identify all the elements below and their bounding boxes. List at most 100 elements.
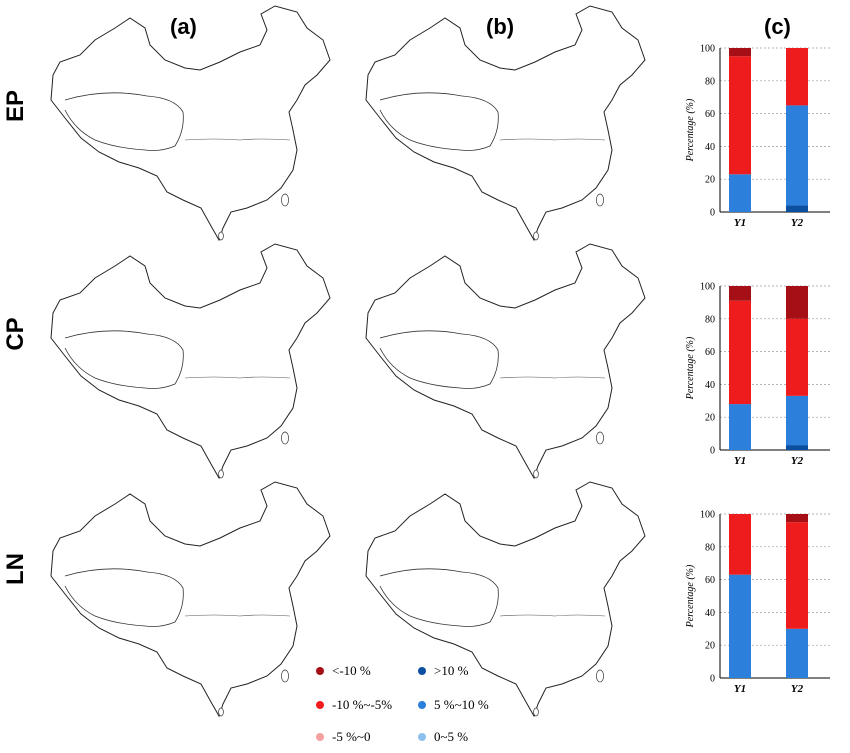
island-outline (281, 431, 289, 445)
legend-dot (418, 701, 426, 709)
legend-label: <-10 % (332, 663, 371, 678)
region-boundary (64, 568, 184, 627)
y-tick-label: 20 (705, 413, 715, 424)
river-line (184, 614, 291, 617)
legend-dot (316, 701, 324, 709)
y-tick-label: 100 (700, 510, 715, 521)
bar-segment (786, 522, 808, 629)
y-axis-label: Percentage (%) (685, 336, 696, 400)
legend-dot (316, 667, 324, 675)
y-tick-label: 40 (705, 380, 715, 391)
x-category-label: Y1 (734, 683, 746, 695)
country-outline (50, 481, 331, 718)
island-outline (218, 707, 224, 717)
river-line (184, 376, 291, 379)
legend-item: -10 %~-5% (316, 697, 392, 713)
island-outline (533, 231, 539, 241)
y-axis-label: Percentage (%) (685, 564, 696, 628)
river-line (499, 376, 606, 379)
island-outline (533, 707, 539, 717)
panel-label-a: (a) (170, 14, 197, 39)
country-outline (365, 5, 646, 242)
bar-segment (729, 48, 751, 57)
bar-segment (786, 48, 808, 106)
panel-label-b: (b) (486, 14, 515, 39)
panel-label-c: (c) (764, 14, 791, 39)
x-category-label: Y1 (734, 217, 746, 229)
country-outline (365, 243, 646, 480)
y-tick-label: 60 (705, 575, 715, 586)
bar-segment (786, 286, 808, 319)
bar-segment (786, 205, 808, 212)
y-tick-label: 80 (705, 76, 715, 87)
bar-segment (786, 445, 808, 450)
legend-label: -5 %~0 (332, 729, 371, 744)
island-outline (596, 669, 604, 683)
x-category-label: Y1 (734, 455, 746, 467)
country-outline (365, 481, 646, 718)
bar-segment (729, 56, 751, 175)
y-tick-label: 80 (705, 314, 715, 325)
stacked-bar-chart-ln: 0 20 40 60 80 100 Percentage (%) Y1 Y2 (685, 510, 830, 695)
y-tick-label: 0 (710, 674, 715, 685)
region-boundary (379, 568, 499, 627)
legend-item: -5 %~0 (316, 729, 370, 745)
island-outline (596, 193, 604, 207)
legend-item: >10 % (418, 663, 468, 679)
stacked-bar-chart-cp: 0 20 40 60 80 100 Percentage (%) Y1 Y2 (685, 282, 830, 467)
legend-item: 0~5 % (418, 729, 468, 745)
y-tick-label: 40 (705, 142, 715, 153)
bar-segment (729, 174, 751, 212)
row-label-ln: LN (2, 553, 29, 585)
y-tick-label: 20 (705, 175, 715, 186)
y-tick-label: 80 (705, 542, 715, 553)
bar-segment (729, 404, 751, 450)
bar-segment (786, 395, 808, 446)
legend-label: 0~5 % (434, 729, 469, 744)
y-tick-label: 100 (700, 282, 715, 293)
region-boundary (64, 330, 184, 389)
country-outline (50, 243, 331, 480)
y-axis-label: Percentage (%) (685, 98, 696, 162)
legend-label: >10 % (434, 663, 469, 678)
legend-dot (418, 733, 426, 741)
legend-item: <-10 % (316, 663, 371, 679)
x-category-label: Y2 (791, 217, 804, 229)
row-label-cp: CP (2, 317, 29, 351)
region-boundary (379, 330, 499, 389)
bar-segment (729, 300, 751, 405)
legend-item: 5 %~10 % (418, 697, 489, 713)
legend-dot (316, 733, 324, 741)
river-line (499, 614, 606, 617)
bar-segment (786, 105, 808, 206)
legend-label: -10 %~-5% (332, 697, 393, 712)
bar-segment (729, 514, 751, 575)
island-outline (281, 193, 289, 207)
map-ln-b (365, 481, 646, 718)
island-outline (218, 231, 224, 241)
bar-segment (786, 628, 808, 678)
row-label-ep: EP (2, 90, 29, 123)
river-line (499, 138, 606, 141)
bar-segment (786, 514, 808, 523)
y-tick-label: 0 (710, 208, 715, 219)
river-line (184, 138, 291, 141)
map-ln-a (50, 481, 331, 718)
region-boundary (64, 92, 184, 151)
y-tick-label: 60 (705, 109, 715, 120)
y-tick-label: 100 (700, 44, 715, 55)
x-category-label: Y2 (791, 683, 804, 695)
map-cp-a (50, 243, 331, 480)
island-outline (533, 469, 539, 479)
island-outline (218, 469, 224, 479)
map-cp-b (365, 243, 646, 480)
legend-dot (418, 667, 426, 675)
island-outline (596, 431, 604, 445)
x-category-label: Y2 (791, 455, 804, 467)
stacked-bar-chart-ep: 0 20 40 60 80 100 Percentage (%) Y1 Y2 (685, 44, 830, 229)
legend-label: 5 %~10 % (434, 697, 489, 712)
island-outline (281, 669, 289, 683)
bar-segment (729, 286, 751, 301)
region-boundary (379, 92, 499, 151)
country-outline (50, 5, 331, 242)
